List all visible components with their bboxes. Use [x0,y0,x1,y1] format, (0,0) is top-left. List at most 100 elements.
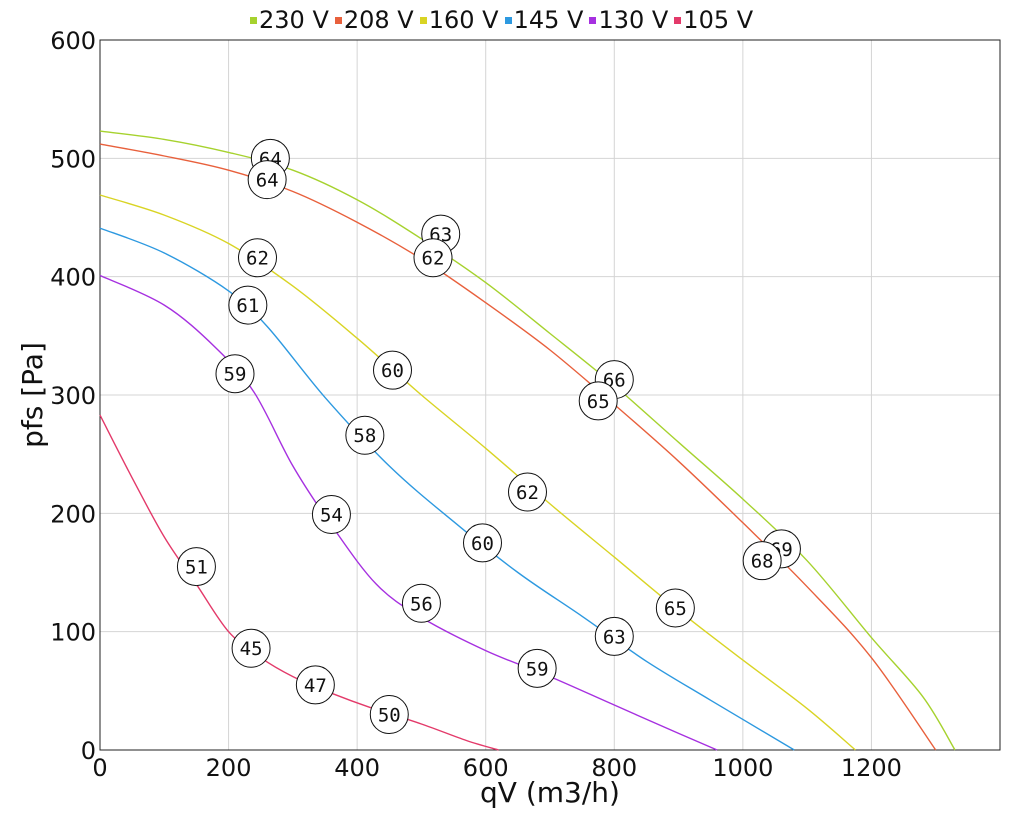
x-tick-label-3: 600 [463,754,509,782]
point-label-text: 58 [353,425,376,447]
point-label-160v-1: 60 [373,350,412,390]
point-label-text: 59 [526,658,549,680]
point-label-circle [463,523,502,563]
legend-item-208v: 208 V [334,6,414,34]
legend-label-208v: 208 V [343,6,414,34]
point-label-text: 59 [224,364,247,386]
legend-label-145v: 145 V [513,6,584,34]
point-label-circle [373,350,412,390]
point-label-text: 51 [185,557,208,579]
x-tick-label-4: 800 [591,754,637,782]
point-label-circle [247,160,287,200]
legend-label-105v: 105 V [683,6,754,34]
point-label-105v-3: 50 [369,695,409,734]
point-label-160v-2: 62 [508,472,547,512]
y-tick-label-0: 0 [81,737,96,765]
legend-swatch-208v [334,16,342,24]
plot-frame [99,39,1001,751]
legend: 230 V 208 V 160 V 145 V 130 V 105 V [250,6,759,34]
y-tick-label-5: 500 [50,145,96,173]
legend-swatch-105v [674,16,682,24]
point-label-160v-0: 62 [238,238,277,278]
series-line-105v [99,414,499,751]
legend-label-230v: 230 V [259,6,329,34]
point-label-145v-0: 61 [228,285,268,325]
point-label-circle [578,381,618,421]
point-label-160v-3: 65 [655,588,695,628]
point-label-text: 62 [422,248,445,270]
point-label-text: 68 [751,551,774,573]
point-label-text: 56 [410,593,433,615]
bubble-layer: 6463666964626568626062656158606359545659… [176,138,801,734]
point-label-208v-1: 62 [413,238,453,278]
x-tick-label-6: 1200 [841,754,902,782]
point-label-145v-1: 58 [345,415,385,455]
point-label-145v-2: 60 [463,523,502,563]
point-label-circle [742,541,782,581]
legend-item-105v: 105 V [674,6,753,34]
point-label-208v-0: 64 [247,160,287,200]
point-label-circle [176,547,216,587]
point-label-text: 45 [240,638,263,660]
series-line-145v [99,227,795,751]
y-tick-label-3: 300 [50,382,96,410]
point-label-208v-2: 65 [578,381,618,421]
point-label-circle [215,354,255,394]
point-label-105v-2: 47 [295,665,335,705]
legend-item-145v: 145 V [504,6,584,34]
point-label-circle [413,238,453,278]
point-label-130v-2: 56 [401,583,441,623]
point-label-text: 65 [587,391,610,413]
point-label-circle [655,588,695,628]
point-label-text: 65 [664,598,687,620]
point-label-text: 47 [304,675,327,697]
x-tick-label-2: 400 [334,754,380,782]
point-label-circle [401,583,441,623]
point-label-circle [295,665,335,705]
y-axis-ticks: 0 100 200 300 400 500 600 [50,27,96,765]
series-line-130v [99,274,718,751]
legend-item-230v: 230 V [250,6,329,34]
x-tick-label-5: 1000 [712,754,773,782]
point-label-105v-1: 45 [231,628,271,668]
point-label-circle [228,285,268,325]
legend-swatch-160v [419,16,427,24]
point-label-circle [369,695,409,734]
point-label-circle [345,415,385,455]
series-line-208v [99,143,937,751]
series-layer [99,130,956,751]
legend-item-160v: 160 V [419,6,499,34]
series-line-160v [99,194,856,751]
point-label-circle [238,238,277,278]
point-label-text: 61 [236,295,259,317]
y-tick-label-1: 100 [50,619,96,647]
legend-swatch-145v [504,16,512,24]
point-label-130v-3: 59 [517,648,557,688]
legend-item-130v: 130 V [589,6,668,34]
point-label-text: 54 [320,505,343,527]
point-label-circle [311,495,351,535]
x-axis-ticks: 0 200 400 600 800 1000 1200 [92,754,902,782]
y-tick-label-4: 400 [50,264,96,292]
x-axis-title: qV (m3/h) [480,776,620,809]
point-label-circle [508,472,547,512]
point-label-circle [594,616,634,656]
point-label-130v-0: 59 [215,354,255,394]
legend-swatch-230v [250,16,257,24]
point-label-text: 60 [471,533,494,555]
point-label-text: 60 [381,360,404,382]
point-label-circle [231,628,271,668]
point-label-text: 63 [603,626,626,648]
point-label-145v-3: 63 [594,616,634,656]
x-tick-label-0: 0 [92,754,107,782]
y-tick-label-2: 200 [50,500,96,528]
legend-label-130v: 130 V [598,6,669,34]
point-label-text: 64 [256,170,279,192]
point-label-130v-1: 54 [311,495,351,535]
legend-swatch-130v [589,16,597,24]
point-label-208v-3: 68 [742,541,782,581]
y-axis-title: pfs [Pa] [16,342,49,448]
y-tick-label-6: 600 [50,27,96,55]
legend-label-160v: 160 V [428,6,499,34]
